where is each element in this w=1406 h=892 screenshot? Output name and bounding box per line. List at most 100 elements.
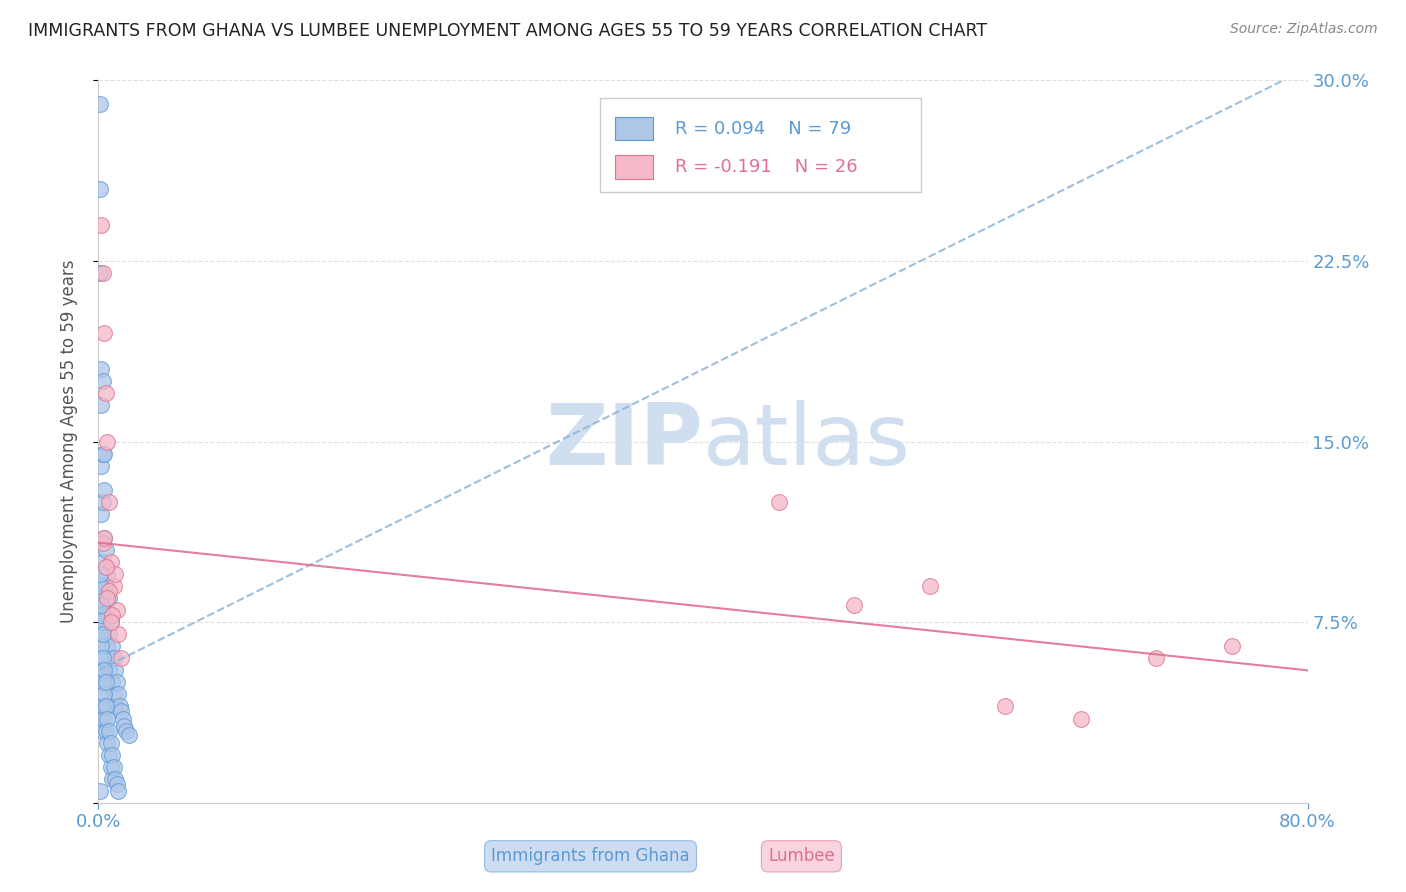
Point <box>91 535 114 549</box>
Point <box>100 760 122 774</box>
Point <box>91 699 114 714</box>
Point <box>90 218 112 232</box>
Point <box>90 687 112 701</box>
Text: IMMIGRANTS FROM GHANA VS LUMBEE UNEMPLOYMENT AMONG AGES 55 TO 59 YEARS CORRELATI: IMMIGRANTS FROM GHANA VS LUMBEE UNEMPLOY… <box>28 22 987 40</box>
Point <box>107 784 129 798</box>
Point <box>103 760 125 774</box>
Text: ZIP: ZIP <box>546 400 703 483</box>
Point <box>93 579 115 593</box>
Point <box>105 603 128 617</box>
Point <box>103 651 125 665</box>
Point <box>91 374 114 388</box>
Point <box>994 699 1017 714</box>
Point <box>89 567 111 582</box>
Point <box>93 531 115 545</box>
Point <box>89 784 111 798</box>
Point <box>93 687 115 701</box>
Point <box>98 627 121 641</box>
Point <box>91 627 114 641</box>
Point <box>90 362 112 376</box>
Point <box>93 712 115 726</box>
Y-axis label: Unemployment Among Ages 55 to 59 years: Unemployment Among Ages 55 to 59 years <box>59 260 77 624</box>
Point <box>91 675 114 690</box>
Point <box>90 615 112 630</box>
Point <box>90 607 112 622</box>
Point <box>108 699 131 714</box>
Point <box>96 434 118 449</box>
Point <box>107 687 129 701</box>
Point <box>103 579 125 593</box>
Point <box>105 776 128 790</box>
Point <box>104 664 127 678</box>
Point <box>91 446 114 460</box>
Point <box>90 398 112 412</box>
Point <box>89 627 111 641</box>
Point <box>98 723 121 738</box>
Point <box>101 747 124 762</box>
Point <box>93 531 115 545</box>
Point <box>96 735 118 749</box>
Point <box>1144 651 1167 665</box>
Point <box>100 615 122 630</box>
Point <box>89 651 111 665</box>
Point <box>89 181 111 195</box>
Point <box>107 627 129 641</box>
Point <box>101 607 124 622</box>
Point <box>94 675 117 690</box>
Point <box>94 699 117 714</box>
Text: Lumbee: Lumbee <box>768 847 835 865</box>
Point <box>90 458 112 473</box>
Point <box>110 704 132 718</box>
Point <box>98 494 121 508</box>
Point <box>91 494 114 508</box>
Point <box>91 555 114 569</box>
Point <box>98 747 121 762</box>
Point <box>96 591 118 605</box>
Point <box>104 772 127 786</box>
Point <box>89 675 111 690</box>
Point <box>91 651 114 665</box>
Point <box>1220 639 1243 653</box>
Text: R = -0.191    N = 26: R = -0.191 N = 26 <box>675 158 858 176</box>
Point <box>918 579 941 593</box>
Point <box>89 699 111 714</box>
Point <box>100 735 122 749</box>
Point <box>94 386 117 401</box>
Point <box>101 772 124 786</box>
FancyBboxPatch shape <box>600 98 921 193</box>
Point <box>90 507 112 521</box>
Point <box>111 712 134 726</box>
Point <box>90 639 112 653</box>
Text: atlas: atlas <box>703 400 911 483</box>
Point <box>96 712 118 726</box>
Point <box>93 446 115 460</box>
Point <box>101 675 124 690</box>
Bar <box>614 155 654 178</box>
Point <box>94 723 117 738</box>
Point <box>96 567 118 582</box>
Point <box>101 639 124 653</box>
Point <box>768 494 790 508</box>
Point <box>104 699 127 714</box>
Point <box>89 591 111 605</box>
Point <box>90 599 112 613</box>
Point <box>94 559 117 574</box>
Point <box>90 712 112 726</box>
Point <box>89 266 111 280</box>
Point <box>91 266 114 280</box>
Point <box>96 603 118 617</box>
Point <box>844 599 866 613</box>
Point <box>1070 712 1092 726</box>
Point <box>90 664 112 678</box>
Point <box>94 542 117 557</box>
Point <box>105 675 128 690</box>
Point <box>93 483 115 497</box>
Text: Immigrants from Ghana: Immigrants from Ghana <box>491 847 690 865</box>
Point <box>94 579 117 593</box>
Point <box>104 567 127 582</box>
Point <box>93 326 115 340</box>
Point <box>118 728 141 742</box>
Point <box>100 651 122 665</box>
Point <box>91 723 114 738</box>
Bar <box>614 117 654 140</box>
